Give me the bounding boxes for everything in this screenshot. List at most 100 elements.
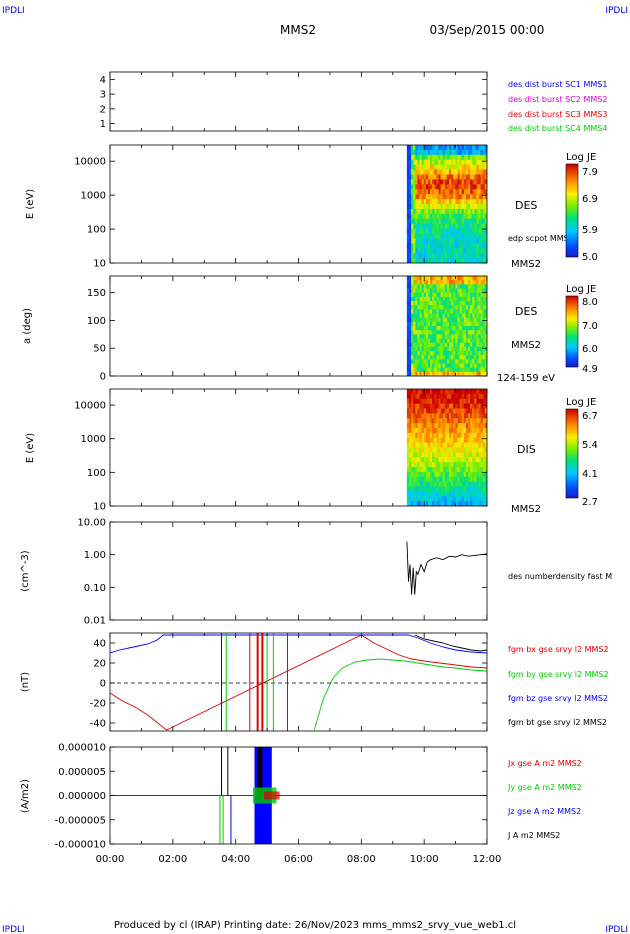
spectrogram-cell xyxy=(413,184,416,190)
spectrogram-cell xyxy=(423,159,427,166)
spectrogram-cell xyxy=(468,159,471,166)
spectrogram-cell xyxy=(474,317,478,323)
spectrogram-cell xyxy=(459,213,463,220)
spectrogram-cell xyxy=(480,471,484,478)
spectrogram-cell xyxy=(411,284,414,290)
spectrogram-cell xyxy=(417,342,421,348)
spectrogram-cell xyxy=(449,204,452,210)
colorbar-des-energy-tick: 5.9 xyxy=(582,225,598,236)
spectrogram-cell xyxy=(470,418,473,424)
spectrogram-cell xyxy=(417,243,421,249)
spectrogram-cell xyxy=(438,398,442,405)
spectrogram-cell xyxy=(455,330,459,335)
spectrogram-cell xyxy=(476,194,480,200)
spectrogram-cell xyxy=(409,208,412,215)
spectrogram-cell xyxy=(411,334,414,340)
spectrogram-cell xyxy=(472,471,475,478)
spectrogram-cell xyxy=(423,355,427,360)
spectrogram-cell xyxy=(478,476,482,483)
spectrogram-cell xyxy=(470,491,473,497)
spectrogram-cell xyxy=(470,363,473,369)
spectrogram-cell xyxy=(484,398,487,405)
spectrogram-cell xyxy=(417,481,421,488)
spectrogram-cell xyxy=(470,321,473,327)
spectrogram-cell xyxy=(461,457,465,463)
spectrogram-cell xyxy=(419,338,423,344)
spectrogram-cell xyxy=(480,149,484,156)
spectrogram-cell xyxy=(425,367,429,373)
spectrogram-cell xyxy=(419,189,423,195)
spectrogram-cell xyxy=(430,371,433,376)
spectrogram-cell xyxy=(434,174,437,181)
spectrogram-cell xyxy=(432,233,435,240)
spectrogram-cell xyxy=(484,367,487,373)
spectrogram-cell xyxy=(459,199,463,205)
spectrogram-cell xyxy=(430,338,433,344)
spectrogram-cell xyxy=(449,418,452,424)
spectrogram-cell xyxy=(472,437,475,444)
spectrogram-cell xyxy=(465,334,469,340)
spectrogram-cell xyxy=(415,462,419,468)
colorbar-dis-energy: Log JE 6.7 5.4 4.1 2.7 xyxy=(565,397,598,508)
spectrogram-cell xyxy=(468,292,471,298)
spectrogram-cell xyxy=(465,174,469,181)
spectrogram-cell xyxy=(484,330,487,335)
spectrogram-cell xyxy=(480,418,484,424)
spectrogram-cell xyxy=(409,228,412,235)
spectrogram-cell xyxy=(440,292,444,298)
spectrogram-cell xyxy=(465,292,469,298)
series-line xyxy=(110,634,487,731)
spectrogram-cell xyxy=(411,305,414,310)
spectrogram-cell xyxy=(411,149,414,156)
y-tick-label: 100 xyxy=(87,225,106,236)
spectrogram-cell xyxy=(470,330,473,335)
spectrogram-cell xyxy=(457,342,461,348)
spectrogram-cell xyxy=(449,164,452,171)
spectrogram-cell xyxy=(455,447,459,453)
spectrogram-cell xyxy=(478,164,482,171)
spectrogram-cell xyxy=(472,223,475,230)
spectrogram-cell xyxy=(425,330,429,335)
spectrogram-cell xyxy=(463,389,467,395)
spectrogram-cell xyxy=(438,243,442,249)
spectrogram-cell xyxy=(438,491,442,497)
spectrogram-cell xyxy=(455,428,459,434)
spectrogram-cell xyxy=(409,367,412,373)
spectrogram-cell xyxy=(436,338,440,344)
spectrogram-cell xyxy=(419,491,423,497)
spectrogram-cell xyxy=(427,169,431,176)
spectrogram-cell xyxy=(432,413,435,419)
spectrogram-cell xyxy=(432,403,435,410)
spectrogram-cell xyxy=(434,248,437,254)
spectrogram-cell xyxy=(436,496,440,502)
spectrogram-cell xyxy=(476,154,480,161)
spectrogram-cell xyxy=(478,423,482,429)
spectrogram-cell xyxy=(451,359,454,365)
spectrogram-cell xyxy=(463,208,467,215)
spectrogram-cell xyxy=(451,486,454,492)
spectrogram-cell xyxy=(436,342,440,348)
spectrogram-cell xyxy=(465,159,469,166)
spectrogram-cell xyxy=(417,428,421,434)
spectrogram-cell xyxy=(457,179,461,185)
spectrogram-cell xyxy=(421,243,425,249)
spectrogram-cell xyxy=(421,292,425,298)
spectrogram-cell xyxy=(449,389,452,395)
spectrogram-cell xyxy=(472,338,475,344)
spectrogram-cell xyxy=(411,501,414,506)
spectrogram-cell xyxy=(482,218,486,225)
spectrogram-cell xyxy=(411,248,414,254)
spectrogram-cell xyxy=(446,238,450,244)
spectrogram-cell xyxy=(461,164,465,171)
spectrogram-cell xyxy=(427,432,431,439)
spectrogram-cell xyxy=(419,437,423,444)
spectrogram-cell xyxy=(417,179,421,185)
spectrogram-cell xyxy=(423,452,427,458)
time-tick-label: 06:00 xyxy=(284,854,313,865)
colorbar-dis-energy-tick: 6.7 xyxy=(582,411,598,422)
spectrogram-cell xyxy=(457,432,461,439)
spectrogram-cell xyxy=(468,371,471,376)
spectrogram-cell xyxy=(465,491,469,497)
spectrogram-cell xyxy=(409,491,412,497)
spectrogram-cell xyxy=(415,238,419,244)
